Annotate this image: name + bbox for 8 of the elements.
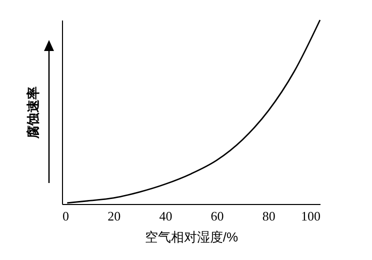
x-tick-label: 40 [159, 208, 172, 224]
x-tick-label: 20 [108, 208, 121, 224]
x-tick-label: 0 [62, 208, 69, 224]
x-tick-label: 100 [301, 208, 320, 224]
x-tick-label: 60 [210, 208, 224, 224]
x-tick-label: 80 [262, 208, 276, 224]
x-axis-title: 空气相对湿度/% [144, 230, 239, 244]
y-axis-title: 腐蚀速率 [26, 86, 40, 140]
